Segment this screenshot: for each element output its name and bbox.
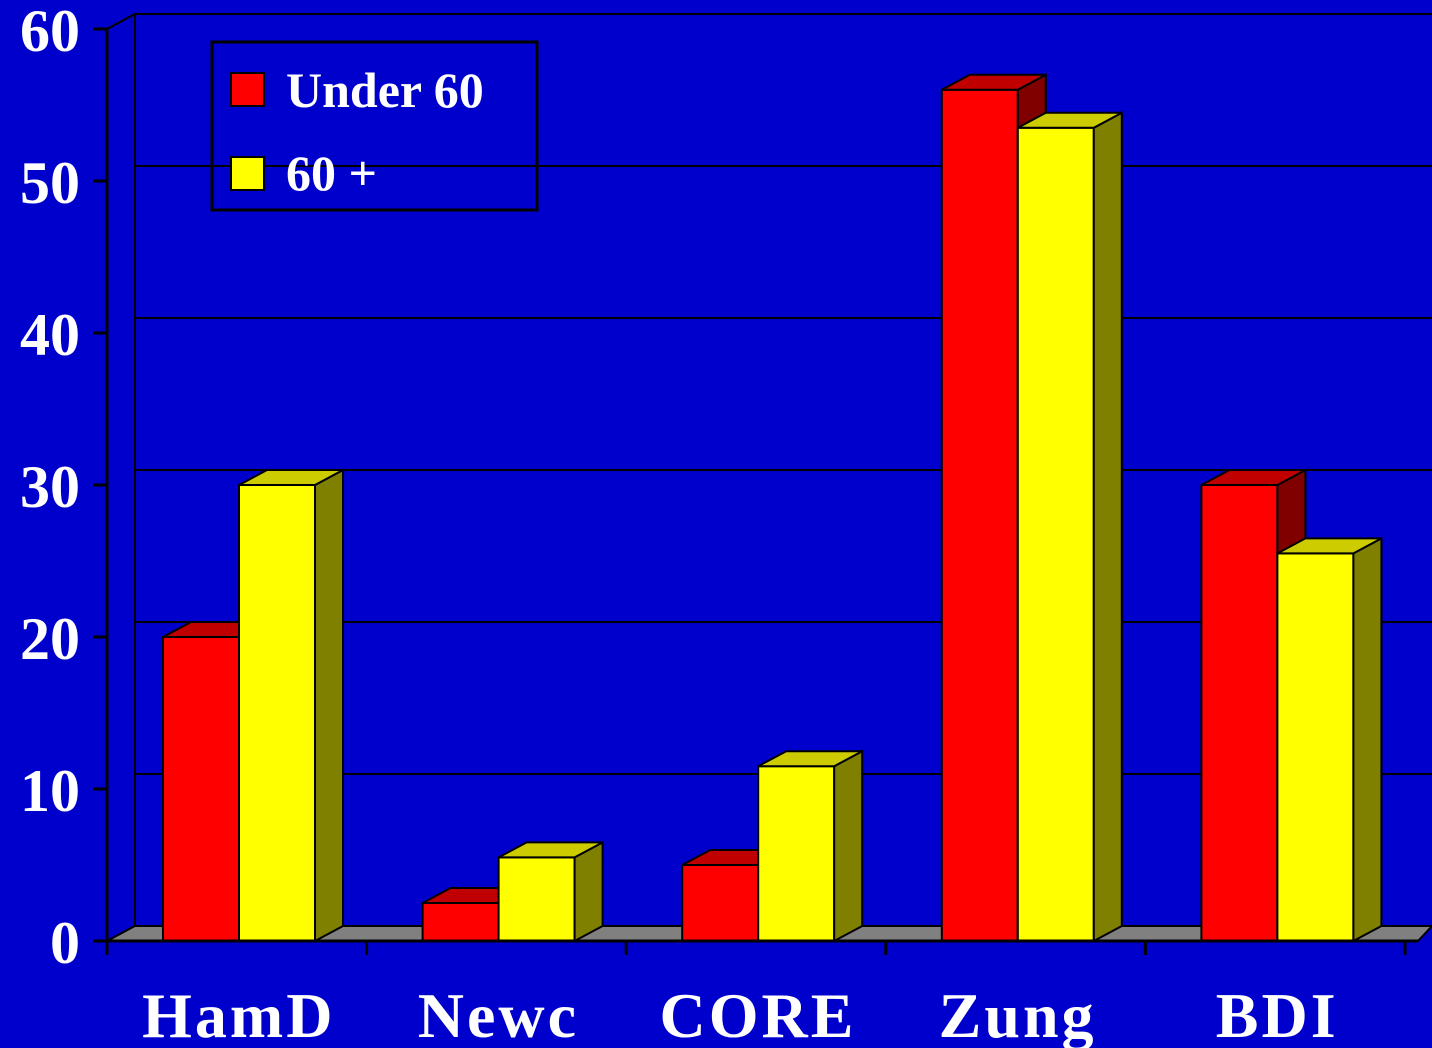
bar-front bbox=[1200, 484, 1279, 942]
y-tick-label-50: 50 bbox=[20, 150, 80, 216]
bar-core-series-1 bbox=[757, 749, 864, 943]
x-tick-label-hamd: HamD bbox=[142, 980, 335, 1048]
y-tick-label-0: 0 bbox=[50, 910, 80, 976]
bar-front bbox=[421, 902, 500, 942]
y-tick-label-40: 40 bbox=[20, 302, 80, 368]
legend-label-60-plus: 60 + bbox=[286, 145, 377, 201]
bar-top bbox=[1017, 111, 1123, 129]
bar-front bbox=[681, 864, 760, 942]
bar-side bbox=[314, 468, 344, 943]
x-tick-label-newc: Newc bbox=[418, 980, 579, 1048]
bar-side bbox=[1092, 111, 1123, 943]
legend-swatch-60-plus bbox=[230, 156, 265, 191]
bar-front bbox=[238, 484, 316, 942]
y-tick-labels: 0 10 20 30 40 50 60 bbox=[20, 0, 80, 976]
bar-bdi-series-1 bbox=[1276, 536, 1383, 943]
bar-side bbox=[1352, 536, 1383, 943]
legend: Under 60 60 + bbox=[210, 40, 539, 212]
legend-label-under-60: Under 60 bbox=[286, 62, 484, 118]
y-tick-label-30: 30 bbox=[20, 454, 80, 520]
side-wall bbox=[106, 12, 136, 943]
bar-side bbox=[833, 749, 864, 943]
legend-box bbox=[210, 40, 539, 212]
x-tick-label-bdi: BDI bbox=[1216, 980, 1339, 1048]
y-tick-label-10: 10 bbox=[20, 758, 80, 824]
bar-zung-series-1 bbox=[1016, 111, 1123, 943]
y-tick-label-60: 60 bbox=[20, 0, 80, 64]
bar-top bbox=[1276, 537, 1382, 555]
chart-walls bbox=[106, 12, 136, 943]
x-tick-labels: HamD Newc CORE Zung BDI bbox=[142, 980, 1339, 1048]
bar-newc-series-1 bbox=[497, 840, 604, 943]
x-tick-label-core: CORE bbox=[660, 980, 857, 1048]
axes bbox=[93, 27, 1418, 955]
bar-top bbox=[1200, 469, 1306, 486]
bar-top bbox=[941, 73, 1047, 91]
bar-front bbox=[940, 88, 1019, 943]
bar-top bbox=[238, 469, 344, 486]
bar-front bbox=[497, 856, 576, 943]
legend-swatch-under-60 bbox=[230, 72, 265, 107]
bar-hamd-series-1 bbox=[238, 468, 344, 943]
bar-front bbox=[757, 765, 836, 943]
bars bbox=[162, 73, 1383, 943]
bar-front bbox=[1016, 126, 1095, 943]
x-tick-label-zung: Zung bbox=[939, 980, 1097, 1048]
bar-top bbox=[498, 841, 604, 859]
bar-front bbox=[1276, 552, 1355, 943]
y-tick-label-20: 20 bbox=[20, 606, 80, 672]
bar-front bbox=[162, 636, 240, 942]
bar-side bbox=[573, 840, 604, 943]
bar-top bbox=[757, 750, 863, 768]
